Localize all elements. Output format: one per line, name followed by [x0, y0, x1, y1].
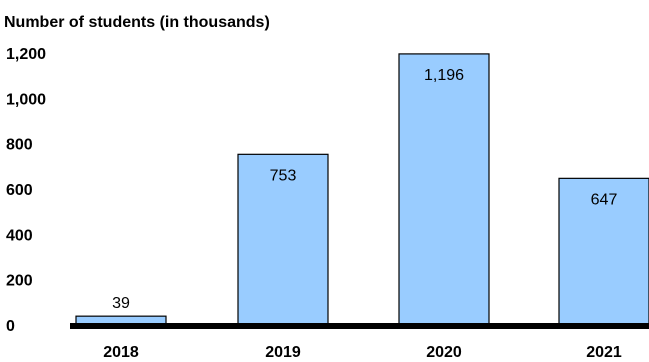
y-tick-label: 400 [6, 227, 33, 244]
x-tick-label-2021: 2021 [586, 344, 622, 361]
x-tick-label-2020: 2020 [426, 344, 462, 361]
chart-title: Number of students (in thousands) [4, 14, 270, 31]
bar-2019 [237, 153, 329, 326]
bars-group [75, 53, 649, 326]
x-tick-label-2018: 2018 [103, 344, 139, 361]
data-label-2019: 753 [270, 167, 297, 184]
data-label-2021: 647 [591, 191, 618, 208]
y-tick-label: 600 [6, 182, 33, 199]
y-axis-tick-labels: 0 200 400 600 800 1,000 1,200 [6, 46, 46, 335]
y-tick-label: 800 [6, 137, 33, 154]
y-tick-label: 0 [6, 318, 15, 335]
data-label-2018: 39 [112, 295, 130, 312]
y-tick-label: 200 [6, 273, 33, 290]
data-labels-group: 39 753 1,196 647 [112, 67, 617, 312]
x-axis-tick-labels: 2018 2019 2020 2021 [103, 344, 622, 361]
x-axis-baseline [70, 323, 649, 329]
data-label-2020: 1,196 [424, 67, 464, 84]
y-tick-label: 1,200 [6, 46, 46, 63]
x-tick-label-2019: 2019 [265, 344, 301, 361]
y-tick-label: 1,000 [6, 91, 46, 108]
bar-2021 [558, 177, 649, 326]
bar-2020 [398, 53, 490, 326]
